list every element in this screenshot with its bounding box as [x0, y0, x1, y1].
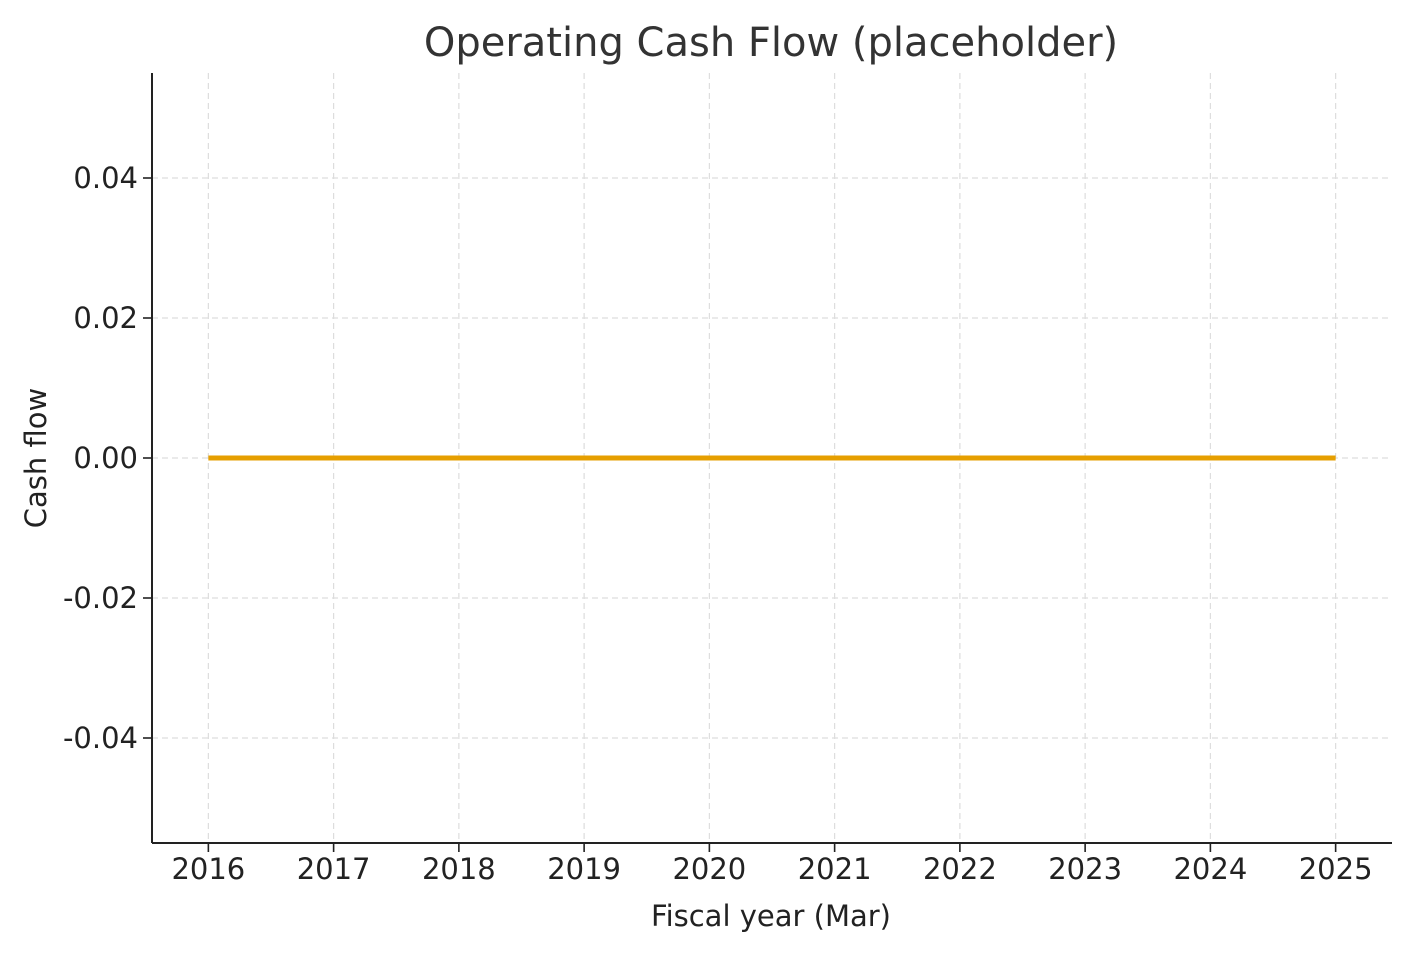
y-tick-label: -0.02: [63, 581, 138, 615]
chart-title: Operating Cash Flow (placeholder): [424, 20, 1118, 66]
x-axis-label: Fiscal year (Mar): [651, 899, 891, 933]
x-tick-label: 2018: [422, 852, 496, 886]
x-tick-label: 2016: [171, 852, 245, 886]
x-tick-label: 2017: [297, 852, 371, 886]
x-tick-label: 2023: [1048, 852, 1122, 886]
y-tick-label: 0.00: [73, 441, 138, 475]
x-tick-label: 2019: [547, 852, 621, 886]
x-tick-label: 2022: [923, 852, 997, 886]
x-tick-label: 2020: [672, 852, 746, 886]
x-tick-label: 2025: [1299, 852, 1373, 886]
x-ticks: 2016 2017 2018 2019 2020 2021 2022 2023 2024 2025: [171, 843, 1373, 886]
y-tick-label: 0.04: [73, 161, 138, 195]
y-axis-label: Cash flow: [19, 388, 53, 528]
y-ticks: 0.04 0.02 0.00 -0.02 -0.04: [63, 161, 152, 755]
x-tick-label: 2024: [1173, 852, 1247, 886]
x-tick-label: 2021: [798, 852, 872, 886]
y-tick-label: 0.02: [73, 301, 138, 335]
y-tick-label: -0.04: [63, 721, 138, 755]
